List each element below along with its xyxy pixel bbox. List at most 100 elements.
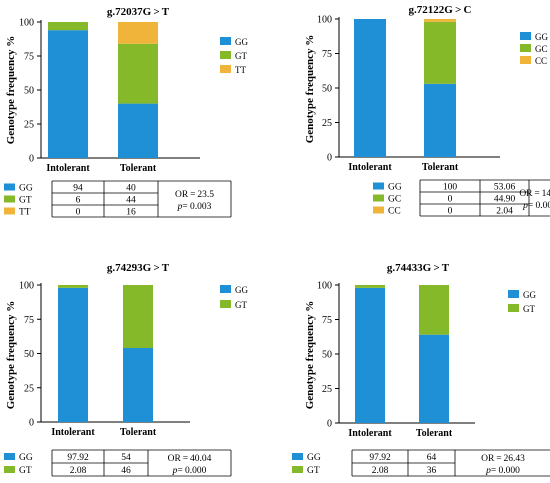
table-row-label: GG <box>307 453 321 463</box>
x-tick-label: Intolerant <box>46 163 90 174</box>
legend-swatch <box>220 285 231 293</box>
x-tick-label: Intolerant <box>348 162 392 173</box>
chart-title: g.74293G > T <box>107 262 170 274</box>
y-tick-label: 100 <box>19 18 34 29</box>
bar-gc-tolerant <box>424 21 456 84</box>
y-tick-label: 75 <box>24 52 34 63</box>
p-symbol: p <box>172 466 178 476</box>
bar-gg-intolerant <box>355 287 385 423</box>
table-cell: 16 <box>126 208 136 218</box>
legend-swatch <box>520 44 531 52</box>
chart-panel-2: g.72122G > C Genotype frequency % 0 25 50 75 1… <box>304 4 550 217</box>
table-cell: 2.08 <box>372 466 389 476</box>
x-tick-label: Tolerant <box>416 428 453 439</box>
legend-swatch <box>520 56 531 64</box>
y-tick-label: 75 <box>322 315 332 326</box>
table-row-label: TT <box>19 208 31 218</box>
odds-ratio: OR = 40.04 <box>168 454 212 464</box>
y-tick-label: 75 <box>24 315 34 326</box>
bar-gt-tolerant <box>123 285 153 349</box>
y-axis-label: Genotype frequency % <box>5 301 17 410</box>
legend-label: CC <box>535 56 547 66</box>
legend-swatch <box>220 65 231 73</box>
bar-gt-tolerant <box>118 43 158 104</box>
y-tick-label: 50 <box>322 84 332 95</box>
x-tick-label: Tolerant <box>422 162 459 173</box>
p-value: p= 0.000 <box>485 466 520 476</box>
bar-gt-intolerant <box>48 22 88 31</box>
table-row-label: GT <box>19 196 32 206</box>
table-row-swatch <box>4 466 15 473</box>
y-tick-label: 0 <box>327 153 332 164</box>
data-table: GG 97.92 64 GT 2.08 36 OR = 26.43 p= 0.000 <box>292 449 550 477</box>
bar-gg-tolerant <box>419 334 449 423</box>
odds-ratio: OR = 26.43 <box>481 454 525 464</box>
table-row-label: GG <box>388 183 402 193</box>
table-cell: 44 <box>126 196 136 206</box>
bar-gt-intolerant <box>355 285 385 288</box>
legend-label: GT <box>523 304 535 314</box>
p-value-text: = 0.000 <box>491 466 520 476</box>
bar-gg-tolerant <box>424 83 456 157</box>
x-tick-label: Intolerant <box>51 427 95 438</box>
table-cell: 97.92 <box>369 453 391 463</box>
table-cell: 0 <box>448 195 453 205</box>
legend-swatch <box>520 32 531 40</box>
y-tick-label: 75 <box>322 49 332 60</box>
data-table: GG 94 40 GT 6 44 TT 0 16 OR = 23.5 p= 0.003 <box>4 180 232 218</box>
y-tick-label: 0 <box>29 154 34 165</box>
bar-tt-tolerant <box>118 22 158 44</box>
y-tick-label: 100 <box>19 281 34 292</box>
table-cell: 97.92 <box>67 453 89 463</box>
y-tick-label: 50 <box>24 86 34 97</box>
data-table: GG 100 53.06 GC 0 44.90 CC 0 2.04 OR = 1450 p= 0.0… <box>373 179 550 217</box>
table-row-label: GG <box>19 453 33 463</box>
table-cell: 46 <box>121 466 131 476</box>
p-symbol: p <box>485 466 491 476</box>
y-tick-label: 50 <box>24 349 34 360</box>
table-cell: 0 <box>448 207 453 217</box>
chart-title: g.74433G > T <box>387 262 450 274</box>
p-value-text: = 0.000 <box>528 201 550 211</box>
odds-ratio: OR = 23.5 <box>175 190 214 200</box>
table-cell: 40 <box>126 184 136 194</box>
legend-swatch <box>508 290 519 298</box>
bar-gg-intolerant <box>354 19 386 157</box>
table-row-label: GC <box>388 195 401 205</box>
y-tick-label: 0 <box>327 419 332 430</box>
legend-label: GG <box>235 285 248 295</box>
table-cell: 6 <box>76 196 81 206</box>
legend-label: TT <box>235 65 246 75</box>
p-symbol: p <box>177 202 183 212</box>
legend-label: GG <box>235 37 248 47</box>
table-row-label: GT <box>307 466 320 476</box>
table-cell: 36 <box>427 466 437 476</box>
p-value-text: = 0.003 <box>182 202 211 212</box>
chart-panel-4: g.74433G > T Genotype frequency % 0 25 50 75 1… <box>292 262 550 477</box>
table-cell: 44.90 <box>494 195 516 205</box>
p-symbol: p <box>522 201 528 211</box>
x-tick-label: Intolerant <box>348 428 392 439</box>
y-axis-label: Genotype frequency % <box>304 301 316 410</box>
chart-title: g.72037G > T <box>107 6 170 18</box>
y-tick-label: 25 <box>322 118 332 129</box>
bar-gt-tolerant <box>419 285 449 335</box>
table-row-swatch <box>292 453 303 460</box>
table-cell: 100 <box>443 183 458 193</box>
table-row-swatch <box>373 206 384 214</box>
legend-swatch <box>220 51 231 59</box>
table-row-label: GG <box>19 184 33 194</box>
y-tick-label: 100 <box>317 281 332 292</box>
y-axis-label: Genotype frequency % <box>5 36 17 145</box>
table-row-swatch <box>4 207 15 215</box>
bar-gg-tolerant <box>123 348 153 422</box>
y-tick-label: 0 <box>29 418 34 429</box>
chart-panel-1: g.72037G > T Genotype frequency % 0 25 50 75 1… <box>4 6 248 218</box>
x-tick-label: Tolerant <box>120 163 157 174</box>
table-row-swatch <box>373 194 384 202</box>
legend-label: GT <box>235 51 247 61</box>
y-axis-label: Genotype frequency % <box>304 35 316 144</box>
table-row-swatch <box>292 466 303 473</box>
legend-swatch <box>508 304 519 312</box>
